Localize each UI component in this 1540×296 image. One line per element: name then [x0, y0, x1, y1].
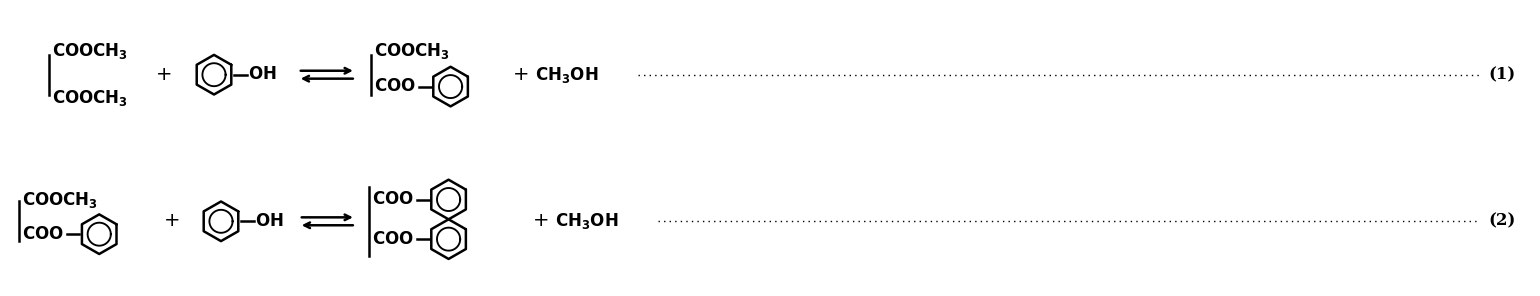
Text: (1): (1): [1489, 66, 1515, 83]
Text: $\mathbf{COOCH_3}$: $\mathbf{COOCH_3}$: [52, 89, 128, 108]
Text: $+$: $+$: [533, 212, 548, 230]
Text: $\mathbf{CH_3OH}$: $\mathbf{CH_3OH}$: [556, 211, 619, 231]
Text: $\mathbf{OH}$: $\mathbf{OH}$: [256, 213, 283, 230]
Text: $\mathbf{COOCH_3}$: $\mathbf{COOCH_3}$: [52, 41, 128, 61]
Text: $\mathbf{COO}$: $\mathbf{COO}$: [374, 78, 416, 95]
Text: $\mathbf{CH_3OH}$: $\mathbf{CH_3OH}$: [536, 65, 599, 85]
Text: $+$: $+$: [163, 212, 179, 230]
Text: (2): (2): [1489, 213, 1515, 230]
Text: $\mathbf{COO}$: $\mathbf{COO}$: [371, 231, 413, 248]
Text: $\mathbf{COOCH_3}$: $\mathbf{COOCH_3}$: [374, 41, 450, 61]
Text: $+$: $+$: [513, 66, 528, 84]
Text: $\mathbf{COOCH_3}$: $\mathbf{COOCH_3}$: [23, 189, 99, 210]
Text: $\mathbf{COO}$: $\mathbf{COO}$: [371, 191, 413, 208]
Text: $\mathbf{OH}$: $\mathbf{OH}$: [248, 66, 277, 83]
Text: $\mathbf{COO}$: $\mathbf{COO}$: [23, 226, 65, 243]
Text: $+$: $+$: [156, 66, 171, 84]
